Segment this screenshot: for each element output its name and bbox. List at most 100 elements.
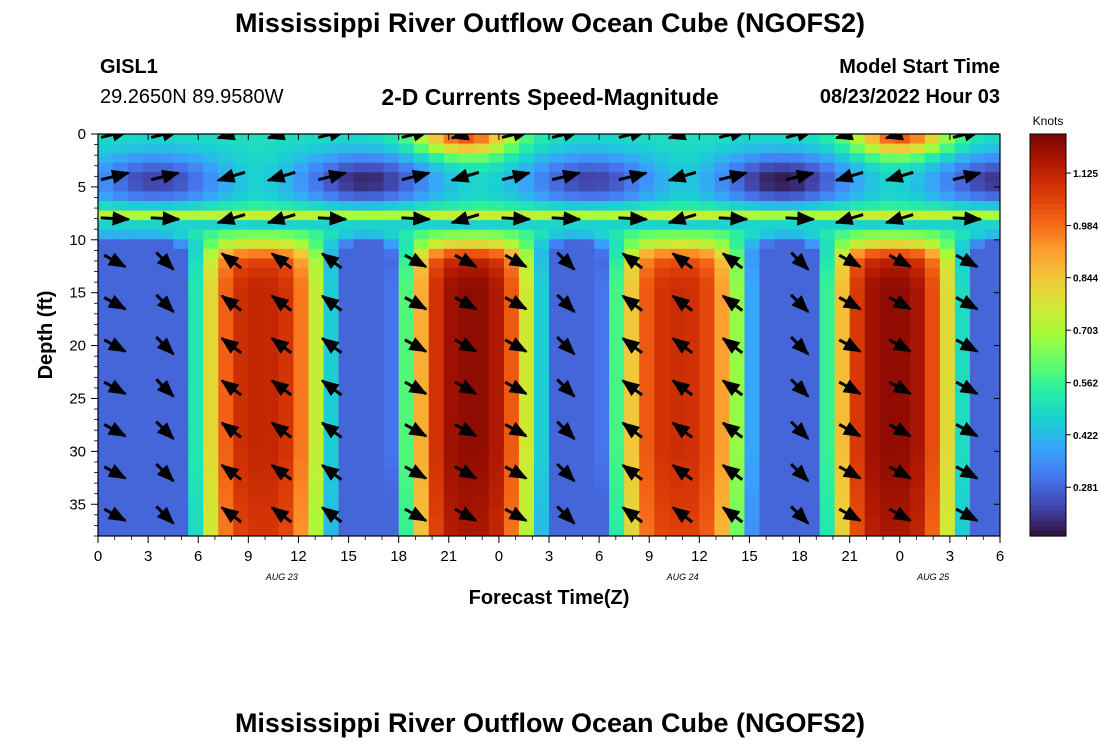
heatmap-cell xyxy=(579,162,595,173)
heatmap-cell xyxy=(533,153,550,164)
x-tick-label: 9 xyxy=(244,548,252,565)
heatmap-cell xyxy=(263,143,279,154)
heatmap-cell xyxy=(353,229,370,240)
heatmap-cell xyxy=(669,354,685,365)
current-vector-arrow xyxy=(320,464,343,481)
heatmap-cell xyxy=(834,344,851,355)
heatmap-cell xyxy=(428,181,445,193)
heatmap-cell xyxy=(969,440,986,451)
heatmap-cell xyxy=(669,220,685,231)
heatmap-cell xyxy=(263,239,279,250)
heatmap-cell xyxy=(203,382,219,394)
heatmap-cell xyxy=(113,488,129,499)
heatmap-cell xyxy=(398,382,415,394)
heatmap-cell xyxy=(353,497,370,508)
current-vector-arrow xyxy=(556,420,576,440)
heatmap-cell xyxy=(564,287,580,298)
heatmap-cell xyxy=(143,469,159,480)
heatmap-cell xyxy=(218,449,234,461)
heatmap-cell xyxy=(248,172,264,183)
colorbar-swatch xyxy=(1030,460,1066,467)
heatmap-cell xyxy=(924,449,941,461)
heatmap-cell xyxy=(939,210,956,221)
heatmap-cells xyxy=(98,134,1000,536)
heatmap-cell xyxy=(699,411,715,422)
heatmap-cell xyxy=(428,363,445,374)
heatmap-cell xyxy=(564,201,580,212)
heatmap-cell xyxy=(488,402,505,413)
heatmap-cell xyxy=(759,134,776,145)
heatmap-cell xyxy=(579,258,595,269)
x-tick-label: 12 xyxy=(691,548,708,565)
heatmap-cell xyxy=(924,526,941,536)
heatmap-cell xyxy=(699,344,715,355)
heatmap-cell xyxy=(804,181,821,193)
current-vector-arrow xyxy=(671,294,694,312)
heatmap-cell xyxy=(368,162,385,173)
colorbar-swatch xyxy=(1030,480,1066,487)
heatmap-cell xyxy=(819,210,836,221)
colorbar-swatch xyxy=(1030,284,1066,291)
heatmap-cell xyxy=(594,430,610,441)
heatmap-cell xyxy=(744,153,761,164)
current-vector-arrow xyxy=(556,251,576,271)
current-vector-arrow xyxy=(320,337,343,354)
heatmap-cell xyxy=(443,143,460,154)
heatmap-cell xyxy=(518,373,535,384)
heatmap-cell xyxy=(699,507,715,518)
current-vector-arrow xyxy=(721,294,744,312)
heatmap-cell xyxy=(473,344,490,355)
heatmap-cell xyxy=(639,411,655,422)
heatmap-cell xyxy=(293,287,310,298)
heatmap-cell xyxy=(969,325,986,336)
heatmap-cell xyxy=(353,172,370,183)
heatmap-cell xyxy=(398,220,415,231)
heatmap-cell xyxy=(518,507,535,518)
heatmap-cell xyxy=(939,497,956,508)
heatmap-cell xyxy=(428,373,445,384)
heatmap-cell xyxy=(443,287,460,298)
heatmap-cell xyxy=(639,363,655,374)
heatmap-cell xyxy=(804,526,821,536)
heatmap-cell xyxy=(383,315,400,327)
heatmap-cell xyxy=(804,153,821,164)
heatmap-cell xyxy=(669,392,685,403)
heatmap-cell xyxy=(203,229,219,240)
heatmap-cell xyxy=(428,469,445,480)
heatmap-cell xyxy=(624,153,640,164)
heatmap-cell xyxy=(579,402,595,413)
heatmap-cell xyxy=(113,162,129,173)
heatmap-cell xyxy=(879,354,896,365)
heatmap-cell xyxy=(579,306,595,317)
heatmap-cell xyxy=(248,402,264,413)
heatmap-cell xyxy=(308,220,325,231)
heatmap-cell xyxy=(969,392,986,403)
heatmap-cell xyxy=(699,315,715,327)
heatmap-cell xyxy=(413,220,430,231)
heatmap-cell xyxy=(518,497,535,508)
heatmap-cell xyxy=(338,373,355,384)
heatmap-cell xyxy=(699,516,715,528)
heatmap-cell xyxy=(98,315,114,327)
heatmap-cell xyxy=(594,277,610,288)
heatmap-cell xyxy=(819,449,836,461)
heatmap-cell xyxy=(969,488,986,499)
heatmap-cell xyxy=(353,516,370,528)
heatmap-cell xyxy=(939,382,956,394)
colorbar-swatch xyxy=(1030,485,1066,492)
heatmap-cell xyxy=(428,162,445,173)
colorbar-swatch xyxy=(1030,410,1066,417)
heatmap-cell xyxy=(594,449,610,461)
current-vector-arrow xyxy=(955,252,979,269)
heatmap-cell xyxy=(969,229,986,240)
heatmap-cell xyxy=(894,306,911,317)
current-vector-arrow xyxy=(618,134,648,142)
heatmap-cell xyxy=(759,507,776,518)
heatmap-cell xyxy=(383,402,400,413)
heatmap-cell xyxy=(579,248,595,260)
current-vector-arrow xyxy=(621,464,643,481)
current-vector-arrow xyxy=(270,379,293,397)
colorbar-swatch xyxy=(1030,515,1066,522)
heatmap-cell xyxy=(98,497,114,508)
heatmap-cell xyxy=(684,153,700,164)
